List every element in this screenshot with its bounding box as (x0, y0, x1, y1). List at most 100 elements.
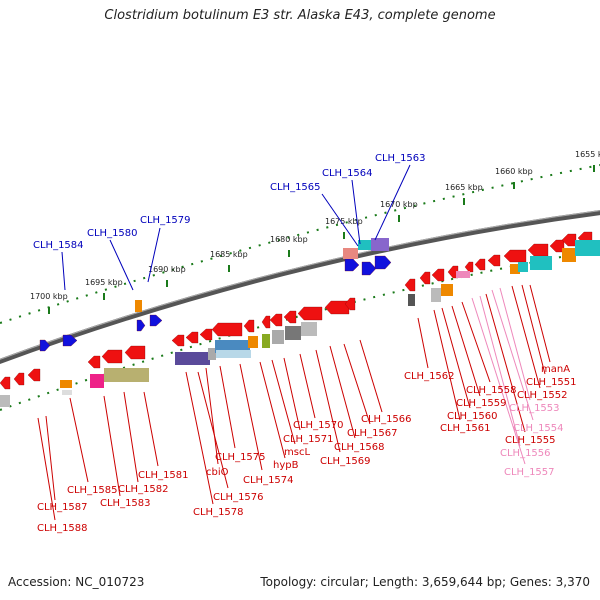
accession-text: Accession: NC_010723 (8, 575, 145, 589)
gene-arrow (474, 258, 486, 271)
gene-block (272, 330, 284, 344)
gene-block (456, 271, 470, 278)
gene-block (262, 334, 270, 348)
gene-arrow (527, 243, 549, 257)
gene-arrow (101, 349, 123, 364)
gene-block (248, 336, 258, 348)
gene-label: CLH_1555 (505, 435, 556, 446)
gene-block (358, 240, 372, 250)
gene-arrow (13, 372, 25, 386)
gene-label: CLH_1560 (447, 411, 498, 422)
gene-label: CLH_1583 (100, 498, 151, 509)
gene-block (135, 300, 142, 312)
leader-line (147, 227, 161, 283)
gene-arrow (431, 268, 445, 282)
gene-arrow (261, 315, 271, 329)
gene-block (0, 395, 10, 407)
gene-block (62, 390, 72, 395)
leader-line (69, 397, 89, 483)
gene-label: CLH_1568 (334, 442, 385, 453)
gene-arrow (344, 258, 360, 272)
gene-arrow (297, 306, 323, 321)
leader-line (239, 363, 263, 471)
tick-label: 1685 kbp (210, 250, 248, 259)
gene-arrow (374, 255, 392, 270)
leader-line (185, 371, 214, 505)
gene-block (175, 352, 210, 365)
genome-title: Clostridium botulinum E3 str. Alaska E43… (104, 8, 496, 23)
tick-label: 1675 kbp (325, 217, 363, 226)
gene-label: CLH_1579 (140, 215, 191, 226)
gene-label: CLH_1564 (322, 168, 373, 179)
gene-label: CLH_1581 (138, 470, 189, 481)
gene-arrow (324, 300, 350, 315)
gene-arrow (136, 319, 146, 332)
gene-label: CLH_1574 (243, 475, 294, 486)
leader-line (485, 293, 526, 433)
gene-label: CLH_1570 (293, 420, 344, 431)
gene-block (371, 238, 389, 251)
gene-label: CLH_1571 (283, 434, 334, 445)
leader-line (351, 179, 361, 245)
gene-label: CLH_1587 (37, 502, 88, 513)
leader-line (359, 339, 383, 413)
gene-label: CLH_1556 (500, 448, 551, 459)
leader-line (441, 307, 471, 409)
gene-arrow (87, 355, 101, 369)
tick-label: 1700 kbp (30, 292, 68, 301)
gene-label: manA (541, 364, 570, 375)
leader-line (109, 239, 134, 291)
gene-label: CLH_1565 (270, 182, 321, 193)
gene-label: CLH_1558 (466, 385, 517, 396)
leader-line (61, 251, 66, 291)
leader-line (461, 301, 491, 383)
gene-label: CLH_1552 (517, 390, 568, 401)
gene-block (518, 262, 528, 272)
gene-features (0, 231, 600, 407)
leader-line (197, 371, 229, 489)
gene-block (530, 256, 552, 270)
tick-label: 1690 kbp (148, 265, 186, 274)
leader-line (417, 317, 429, 369)
gene-label: cbiO (206, 467, 229, 478)
gene-block (562, 248, 576, 262)
gene-label: CLH_1585 (67, 485, 118, 496)
gene-block (208, 348, 216, 360)
gene-arrow (39, 339, 51, 352)
leader-line (329, 345, 356, 439)
genome-backbone (0, 210, 600, 364)
leader-line (205, 367, 219, 465)
leader-line (511, 285, 541, 389)
gene-label: CLH_1566 (361, 414, 412, 425)
gene-block (441, 284, 453, 296)
leader-line (315, 349, 341, 453)
gene-arrow (149, 314, 163, 327)
gene-block (90, 374, 104, 388)
tick-labels: 1655 kbp 1660 kbp 1665 kbp 1670 kbp 1675 kbp… (30, 150, 600, 301)
gene-label: CLH_1554 (513, 423, 564, 434)
gene-arrow (464, 261, 474, 273)
tick-label: 1680 kbp (270, 235, 308, 244)
genome-backbone-highlight (0, 210, 600, 360)
leader-line (103, 395, 121, 497)
leader-line (521, 284, 546, 375)
leader-line (433, 309, 461, 421)
leader-line (37, 417, 56, 521)
gene-arrow (171, 334, 185, 347)
gene-block (285, 326, 301, 340)
leader-line (123, 391, 139, 483)
gene-block (104, 368, 149, 382)
gene-label: CLH_1575 (215, 452, 266, 463)
gene-label: CLH_1580 (87, 228, 138, 239)
gene-label: CLH_1582 (118, 484, 169, 495)
gene-arrow (27, 368, 41, 382)
leader-line (479, 295, 521, 447)
gene-block (343, 248, 358, 259)
tick-label: 1665 kbp (445, 183, 483, 192)
gene-label: CLH_1563 (375, 153, 426, 164)
gene-block (575, 240, 600, 256)
gene-label: CLH_1561 (440, 423, 491, 434)
gene-arrow (124, 345, 146, 360)
gene-label: mscL (284, 447, 310, 458)
gene-block (216, 350, 251, 358)
